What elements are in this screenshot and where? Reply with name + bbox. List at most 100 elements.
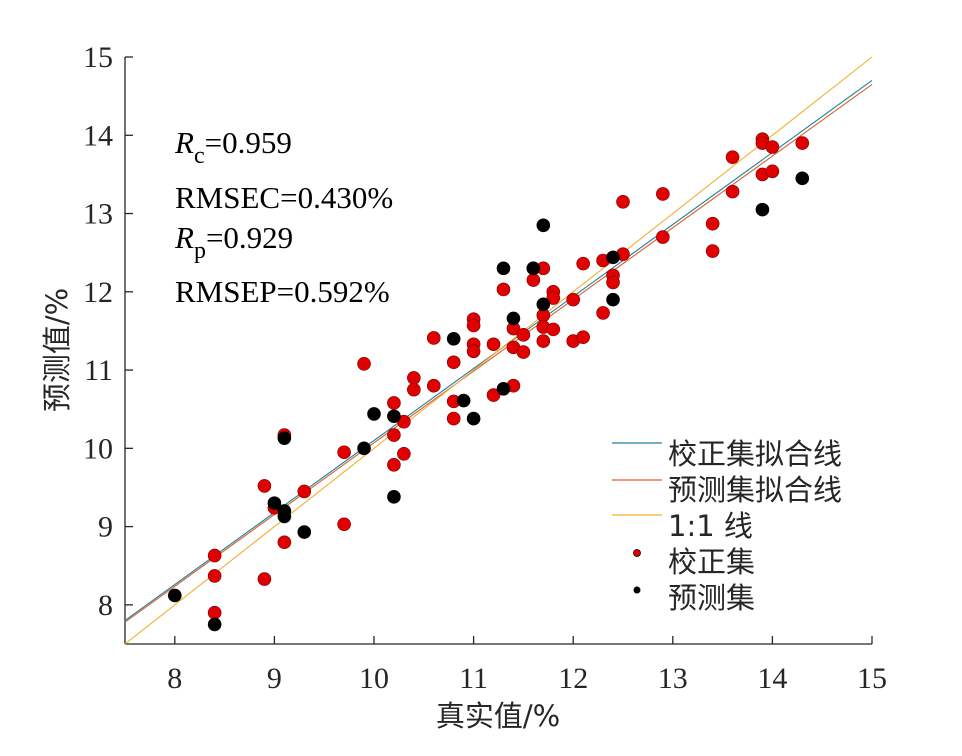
- calibration-point: [656, 230, 670, 244]
- prediction-point: [446, 331, 461, 346]
- legend-label-one-to-one: 1:1 线: [668, 509, 753, 543]
- calibration-point: [486, 337, 501, 352]
- one-to-one-line: [124, 56, 873, 645]
- y-tick-label: 13: [83, 198, 113, 231]
- x-tick-label: 10: [359, 662, 389, 695]
- x-tick-label: 8: [167, 662, 182, 695]
- calibration-point: [536, 334, 551, 348]
- y-tick-label: 10: [83, 432, 113, 465]
- calibration-point: [656, 187, 670, 201]
- rc-value: =0.959: [205, 125, 292, 160]
- x-tick-label: 13: [658, 662, 688, 695]
- calibration-point: [207, 569, 222, 583]
- legend-label-calibration-set: 校正集: [668, 545, 755, 579]
- rc-annotation: Rc=0.959: [174, 125, 292, 169]
- prediction-point: [466, 411, 481, 426]
- x-tick-label: 11: [459, 662, 488, 695]
- calibration-point: [596, 306, 610, 320]
- calibration-point: [466, 318, 481, 333]
- prediction-point: [387, 409, 401, 424]
- calibration-point: [357, 357, 371, 371]
- prediction-point: [387, 490, 401, 504]
- legend: 校正集拟合线 预测集拟合线 1:1 线 校正集 预测集: [612, 437, 842, 615]
- x-tick-label: 9: [267, 662, 282, 695]
- legend-label-calibration-fit: 校正集拟合线: [668, 437, 842, 471]
- rp-sub: p: [194, 238, 206, 264]
- calibration-point: [387, 396, 401, 410]
- plot-area: 8 9 10 11 12 13 14 15 8 9 10 11 12 13 14 15: [83, 41, 887, 695]
- calibration-point: [705, 216, 720, 231]
- prediction-point: [496, 261, 511, 276]
- calibration-point: [705, 244, 720, 258]
- rmsec-annotation: RMSEC=0.430%: [175, 180, 393, 215]
- legend-label-prediction-fit: 预测集拟合线: [668, 473, 842, 507]
- prediction-point: [277, 509, 292, 524]
- prediction-point: [456, 393, 471, 408]
- rp-value: =0.929: [206, 220, 293, 255]
- annotation-block: Rc=0.959 RMSEC=0.430% Rp=0.929 RMSEP=0.5…: [174, 125, 393, 309]
- calibration-point: [516, 345, 531, 359]
- rp-annotation: Rp=0.929: [174, 220, 293, 264]
- calibration-point: [725, 150, 740, 164]
- legend-marker-prediction-set: [633, 586, 641, 594]
- calibration-point: [546, 322, 561, 337]
- calibration-point: [576, 330, 590, 344]
- calibration-point: [496, 282, 511, 297]
- prediction-point: [795, 171, 810, 186]
- calibration-point: [297, 484, 312, 499]
- y-axis-label: 预测值/%: [40, 288, 74, 412]
- calibration-point: [407, 371, 421, 385]
- calibration-point: [277, 535, 292, 550]
- calibration-point: [466, 344, 481, 359]
- prediction-point: [168, 588, 182, 603]
- calibration-point: [795, 136, 810, 150]
- prediction-point: [267, 496, 282, 510]
- calibration-point: [337, 445, 351, 460]
- prediction-point: [367, 407, 381, 421]
- calibration-point: [765, 140, 780, 154]
- calibration-point: [337, 517, 351, 532]
- prediction-point: [277, 431, 292, 445]
- prediction-fit-line: [124, 83, 873, 623]
- calibration-point: [257, 479, 272, 493]
- calibration-point: [446, 411, 461, 426]
- prediction-point: [207, 617, 222, 632]
- calibration-point: [566, 292, 581, 307]
- prediction-point: [506, 311, 521, 326]
- rc-sub: c: [194, 143, 205, 169]
- calibration-point: [257, 572, 272, 586]
- prediction-point: [496, 382, 511, 396]
- x-tick-label: 15: [857, 662, 887, 695]
- calibration-point: [606, 275, 620, 290]
- calibration-point: [207, 548, 222, 563]
- prediction-point: [606, 292, 620, 307]
- calibration-point: [616, 194, 630, 209]
- x-tick-label: 14: [757, 662, 787, 695]
- calibration-point: [765, 164, 780, 179]
- legend-marker-calibration-set: [633, 549, 641, 557]
- legend-label-prediction-set: 预测集: [668, 581, 755, 615]
- calibration-point: [426, 331, 441, 345]
- y-tick-label: 14: [83, 119, 113, 152]
- calibration-point: [387, 457, 401, 472]
- calibration-point: [407, 382, 421, 397]
- prediction-point: [297, 525, 312, 539]
- y-tick-label: 8: [98, 589, 113, 622]
- y-tick-label: 12: [83, 276, 113, 309]
- prediction-point: [357, 441, 371, 456]
- prediction-point: [536, 297, 551, 312]
- calibration-point: [576, 256, 590, 271]
- calibration-point: [387, 428, 401, 442]
- prediction-point: [536, 218, 551, 233]
- calibration-point: [725, 184, 740, 199]
- calibration-point: [526, 273, 541, 287]
- y-tick-label: 15: [83, 41, 113, 74]
- rc-var: R: [174, 125, 194, 160]
- y-tick-label: 11: [84, 354, 113, 387]
- prediction-point: [606, 250, 620, 265]
- calibration-point: [546, 291, 561, 305]
- y-tick-label: 9: [98, 511, 113, 544]
- calibration-point: [426, 378, 441, 393]
- rp-var: R: [174, 220, 194, 255]
